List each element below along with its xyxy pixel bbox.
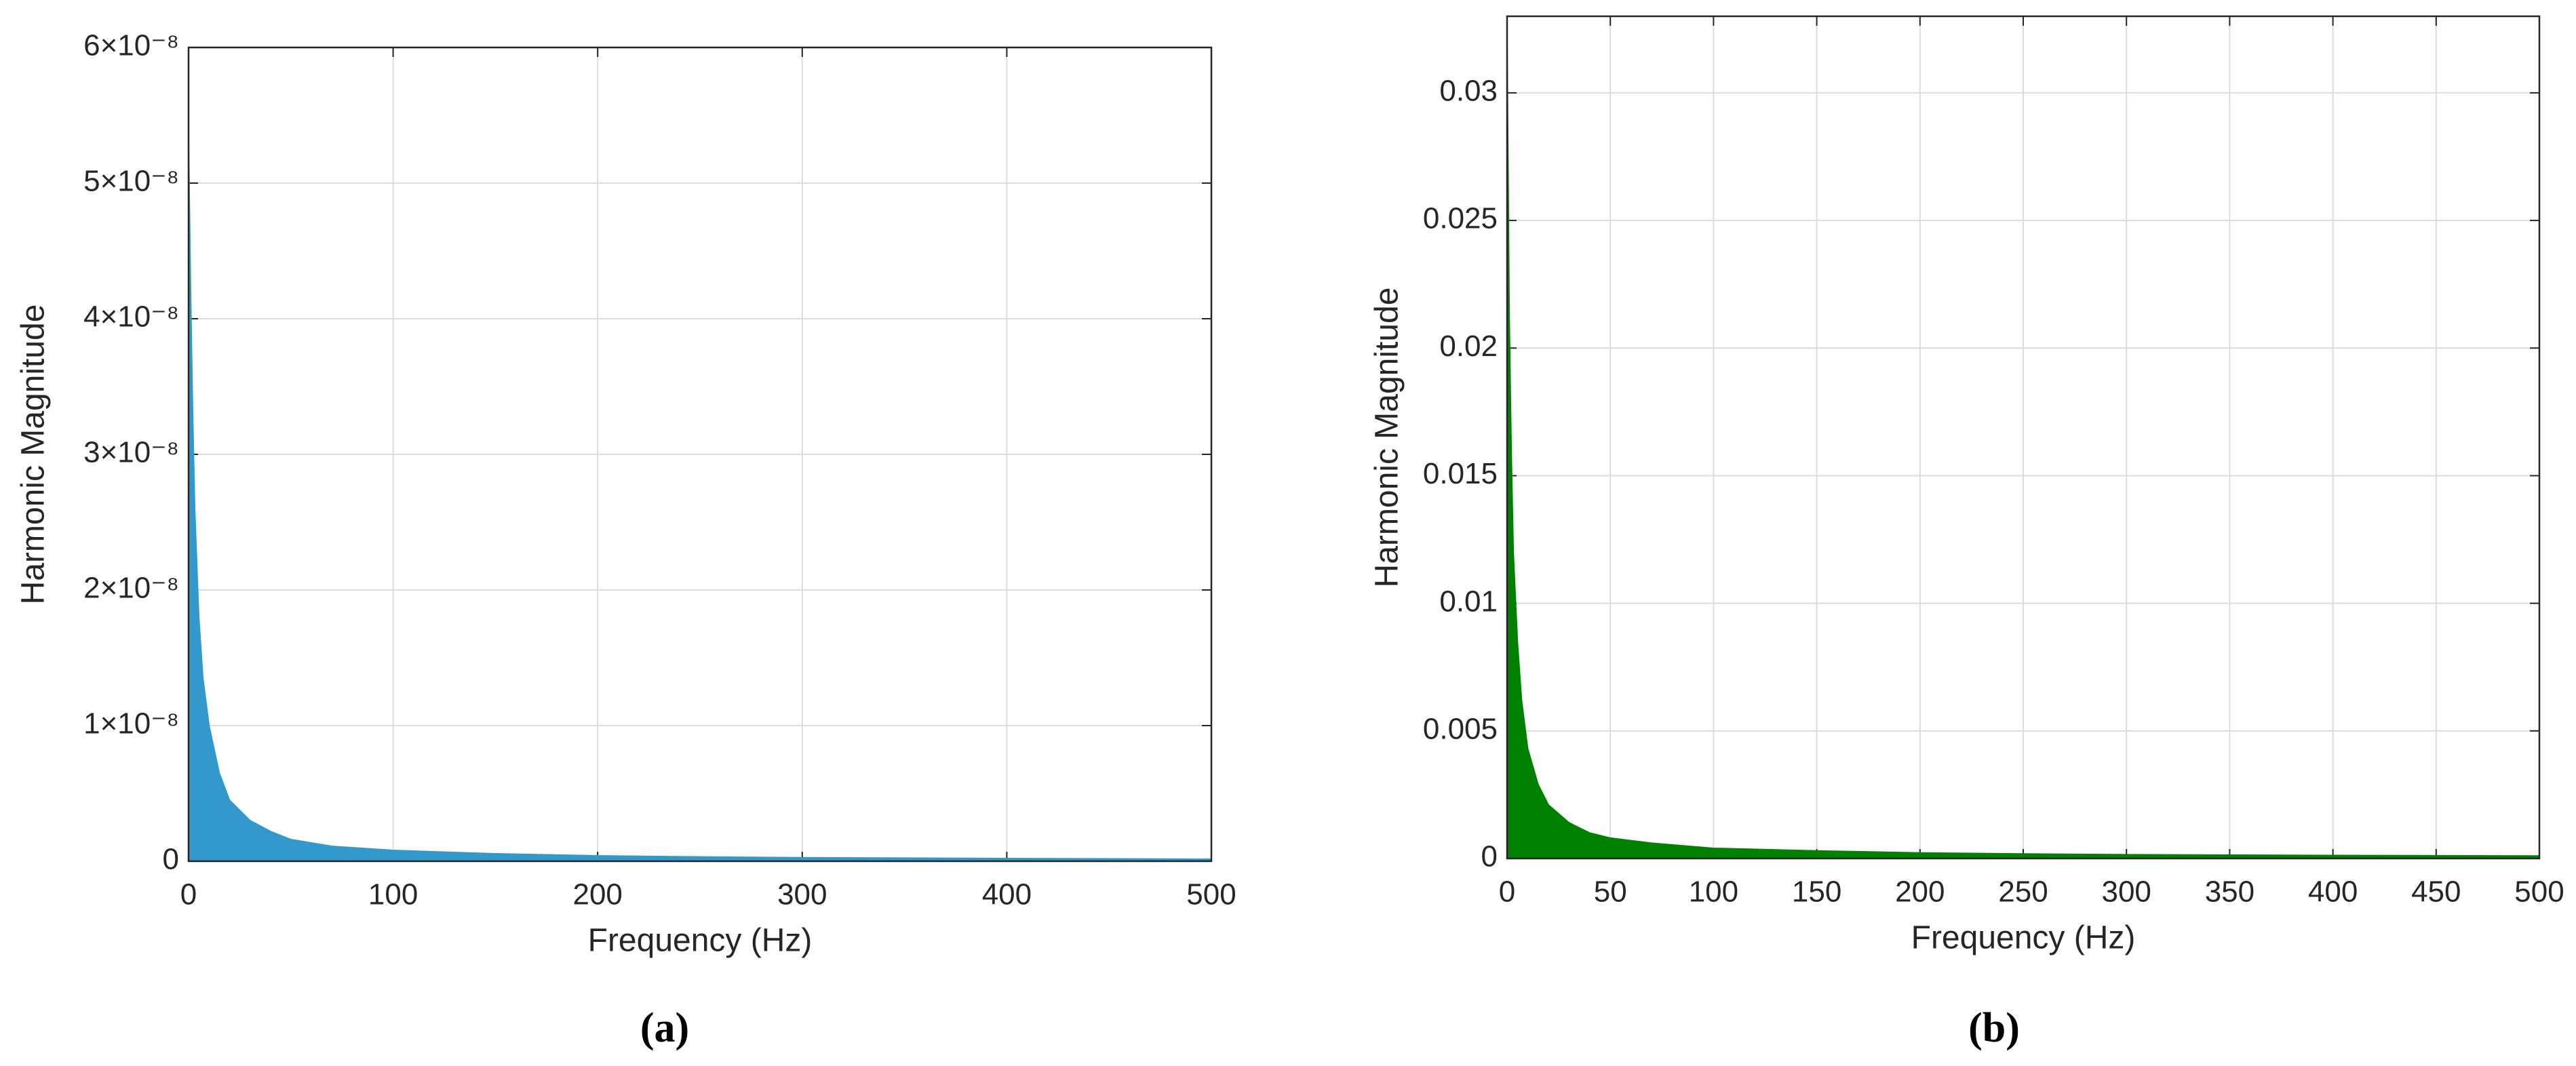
x-tick-label: 0 bbox=[180, 878, 197, 911]
x-tick-label: 350 bbox=[2205, 875, 2255, 909]
caption: (a) bbox=[640, 1005, 689, 1051]
x-tick-label: 150 bbox=[1792, 875, 1841, 909]
x-tick-label: 500 bbox=[2514, 875, 2564, 909]
spectrum-area bbox=[188, 142, 1212, 862]
x-tick-label: 300 bbox=[2101, 875, 2151, 909]
x-tick-label: 50 bbox=[1594, 875, 1627, 909]
y-tick-label: 0.015 bbox=[1423, 457, 1498, 490]
x-tick-label: 300 bbox=[777, 878, 827, 911]
y-tick-label: 0 bbox=[1481, 840, 1498, 873]
y-axis-label: Harmonic Magnitude bbox=[16, 304, 52, 605]
y-tick-label: 0.03 bbox=[1439, 75, 1498, 108]
x-tick-label: 250 bbox=[1998, 875, 2048, 909]
x-axis-label: Frequency (Hz) bbox=[588, 923, 813, 959]
x-tick-label: 200 bbox=[1895, 875, 1945, 909]
y-axis-label: Harmonic Magnitude bbox=[1369, 288, 1405, 588]
y-tick-label: 5×10⁻⁸ bbox=[83, 165, 179, 198]
y-tick-label: 0.01 bbox=[1439, 585, 1498, 618]
y-tick-label: 0 bbox=[163, 843, 179, 876]
x-axis-label: Frequency (Hz) bbox=[1911, 920, 2136, 956]
x-tick-label: 100 bbox=[1689, 875, 1738, 909]
x-tick-label: 200 bbox=[572, 878, 622, 911]
x-tick-label: 450 bbox=[2411, 875, 2461, 909]
y-tick-label: 2×10⁻⁸ bbox=[83, 572, 179, 605]
x-tick-label: 100 bbox=[368, 878, 418, 911]
plot-frame bbox=[1506, 15, 2541, 860]
spectrum-area bbox=[1506, 41, 2540, 859]
caption: (b) bbox=[1968, 1005, 2020, 1051]
x-tick-label: 400 bbox=[982, 878, 1032, 911]
y-tick-label: 0.02 bbox=[1439, 330, 1498, 363]
x-tick-label: 0 bbox=[1499, 875, 1515, 909]
x-tick-label: 400 bbox=[2308, 875, 2358, 909]
plot-frame bbox=[187, 46, 1213, 863]
y-tick-label: 1×10⁻⁸ bbox=[83, 707, 179, 741]
y-tick-label: 6×10⁻⁸ bbox=[83, 29, 179, 62]
x-tick-label: 500 bbox=[1186, 878, 1236, 911]
y-tick-label: 0.005 bbox=[1423, 712, 1498, 745]
y-tick-label: 0.025 bbox=[1423, 202, 1498, 235]
y-tick-label: 3×10⁻⁸ bbox=[83, 436, 179, 469]
y-tick-label: 4×10⁻⁸ bbox=[83, 300, 179, 334]
